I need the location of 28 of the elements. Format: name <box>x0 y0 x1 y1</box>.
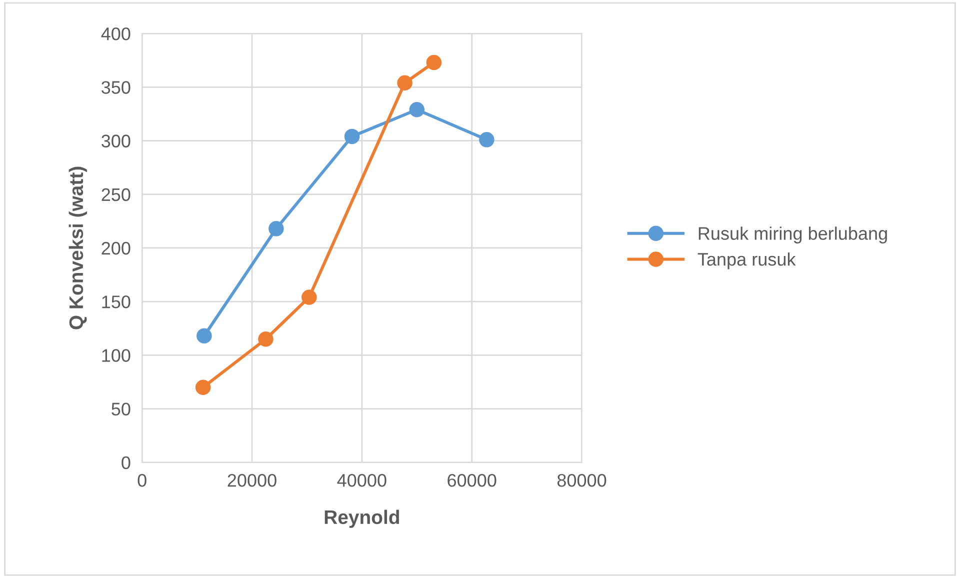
y-tick-label: 150 <box>102 296 130 308</box>
point <box>426 54 442 70</box>
point <box>397 75 412 90</box>
y-tick-label: 300 <box>102 134 130 148</box>
x-tick-label: 60000 <box>448 474 496 487</box>
x-tick-label: 0 <box>138 474 146 487</box>
legend-label: Tanpa rusuk <box>698 252 796 270</box>
y-axis-title: Q Konveksi (watt) <box>68 166 87 330</box>
point <box>344 128 360 144</box>
point <box>196 328 212 344</box>
point <box>195 380 211 395</box>
y-tick-label: 50 <box>112 402 130 416</box>
point <box>479 132 494 148</box>
y-tick-label: 350 <box>102 81 130 94</box>
x-tick-label: 40000 <box>337 474 386 487</box>
point <box>258 331 274 347</box>
y-tick-label: 0 <box>122 456 130 470</box>
point <box>302 290 317 305</box>
x-tick-label: 80000 <box>557 474 606 487</box>
y-tick-label: 400 <box>101 27 130 40</box>
point <box>409 102 425 118</box>
y-tick-label: 250 <box>102 188 130 202</box>
x-axis-title: Reynold <box>324 510 399 528</box>
legend-label: Rusuk miring berlubang <box>698 226 887 244</box>
x-tick-label: 20000 <box>228 474 276 487</box>
y-tick-label: 200 <box>102 242 130 255</box>
point <box>268 221 284 236</box>
y-tick-label: 100 <box>102 349 130 362</box>
